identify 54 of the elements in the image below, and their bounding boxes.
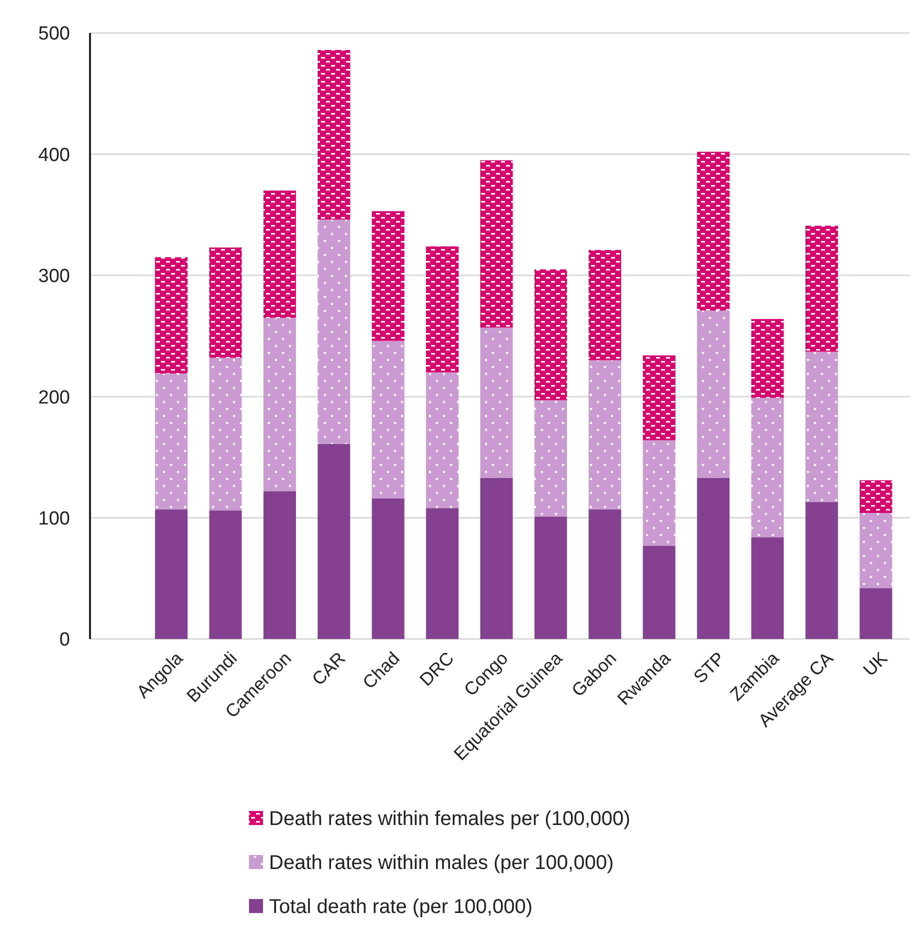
bar bbox=[209, 510, 242, 639]
legend-label: Total death rate (per 100,000) bbox=[269, 896, 533, 918]
bar bbox=[263, 491, 296, 639]
bar bbox=[155, 509, 188, 639]
y-tick-label: 300 bbox=[38, 266, 70, 288]
bar bbox=[480, 328, 513, 478]
bar bbox=[426, 508, 459, 639]
bar bbox=[372, 340, 404, 498]
bar bbox=[534, 400, 567, 517]
y-tick-label: 400 bbox=[38, 144, 70, 166]
bar bbox=[318, 220, 350, 444]
legend-label: Death rates within females per (100,000) bbox=[269, 808, 630, 830]
bar bbox=[751, 319, 784, 398]
bar bbox=[155, 257, 188, 374]
y-tick-label: 100 bbox=[38, 508, 70, 530]
bar bbox=[318, 444, 350, 639]
x-tick-label: CAR bbox=[308, 648, 350, 690]
bar bbox=[588, 509, 622, 639]
bar bbox=[426, 246, 459, 372]
bar bbox=[318, 50, 350, 220]
bar bbox=[697, 152, 730, 311]
bar bbox=[209, 248, 242, 358]
bar bbox=[588, 250, 622, 360]
bar bbox=[263, 318, 296, 492]
bar bbox=[751, 537, 784, 639]
bar bbox=[372, 211, 404, 341]
bar bbox=[372, 498, 404, 639]
y-tick-label: 500 bbox=[38, 24, 70, 45]
bar bbox=[805, 352, 838, 502]
bar bbox=[751, 398, 784, 538]
bar bbox=[805, 226, 838, 352]
bar bbox=[860, 512, 892, 588]
bar bbox=[588, 360, 622, 510]
bar bbox=[534, 269, 567, 400]
bar bbox=[480, 160, 513, 328]
bar bbox=[534, 516, 567, 639]
legend-label: Death rates within males (per 100,000) bbox=[269, 852, 614, 874]
bar bbox=[697, 478, 730, 639]
bar bbox=[155, 374, 188, 510]
bar bbox=[209, 358, 242, 511]
x-tick-label: UK bbox=[859, 648, 892, 680]
bar bbox=[426, 372, 459, 508]
bar bbox=[642, 440, 676, 546]
bar bbox=[860, 480, 892, 513]
x-tick-label: STP bbox=[690, 648, 729, 688]
y-tick-label: 200 bbox=[38, 387, 70, 408]
bar bbox=[860, 588, 892, 639]
bar bbox=[697, 310, 730, 478]
bar bbox=[805, 502, 838, 639]
bar bbox=[263, 190, 296, 318]
y-tick-label: 0 bbox=[59, 630, 70, 651]
bar bbox=[642, 355, 676, 440]
bar bbox=[480, 478, 513, 639]
bar bbox=[642, 546, 676, 639]
